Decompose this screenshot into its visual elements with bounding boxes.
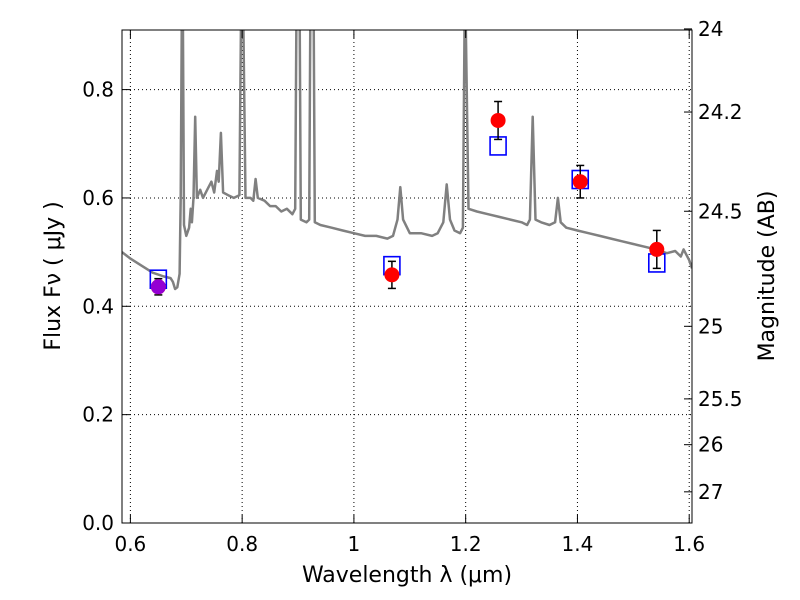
right-tick-label: 24.2: [698, 100, 743, 124]
right-tick-label: 25.5: [698, 387, 743, 411]
x-tick-label: 1: [348, 532, 361, 556]
x-tick-label: 1.4: [562, 532, 594, 556]
axes: 0.6 0.8 1 1.2 1.4 1.6 0.0 0.2 0.4 0.6 0.8 24 24.2 24.…: [82, 17, 742, 556]
sed-model-line: [122, 30, 692, 291]
x-tick-label: 1.2: [450, 532, 482, 556]
right-tick-label: 24: [698, 17, 723, 41]
y-tick-label: 0.2: [82, 403, 114, 427]
right-tick-label: 26: [698, 433, 723, 457]
observed-point: [490, 112, 506, 128]
x-axis-label: Wavelength λ (μm): [302, 563, 512, 588]
right-tick-label: 24.5: [698, 199, 743, 223]
y-tick-label: 0.8: [82, 78, 114, 102]
observed-point: [572, 174, 588, 190]
y-tick-label: 0.4: [82, 294, 114, 318]
y-tick-label: 0.6: [82, 186, 114, 210]
x-tick-label: 0.6: [114, 532, 146, 556]
right-axis-label: Magnitude (AB): [755, 191, 780, 362]
x-tick-label: 0.8: [226, 532, 258, 556]
highlighted-point: [150, 279, 166, 295]
plot-frame: [121, 29, 693, 524]
right-tick-label: 25: [698, 314, 723, 338]
series-layer: [122, 30, 692, 296]
right-tick-label: 27: [698, 480, 723, 504]
observed-point: [384, 267, 400, 283]
y-axis-label: Flux Fν ( μJy ): [41, 201, 66, 350]
observed-point: [649, 241, 665, 257]
y-tick-label: 0.0: [82, 511, 114, 535]
x-tick-label: 1.6: [673, 532, 705, 556]
